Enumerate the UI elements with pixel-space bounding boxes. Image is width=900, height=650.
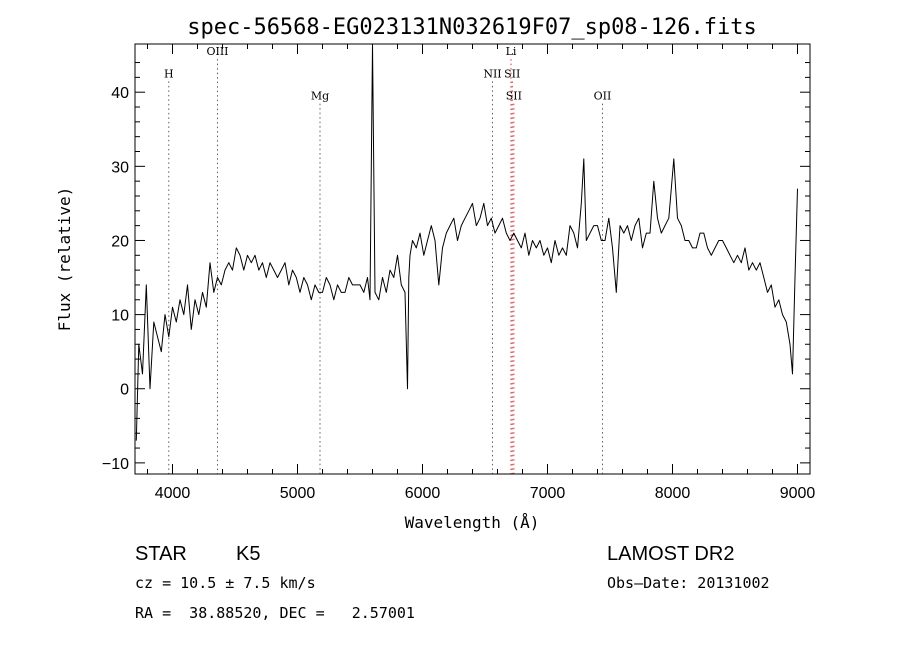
plot-frame <box>134 43 811 475</box>
x-tick-label-3: 7000 <box>530 485 566 502</box>
x-tick-label-1: 5000 <box>280 485 316 502</box>
line-label-0: H <box>164 67 174 80</box>
subclass-label: K5 <box>236 543 260 565</box>
y-tick-label-4: 30 <box>111 159 129 176</box>
y-axis-label: Flux (relative) <box>55 187 74 332</box>
line-label-2: Mg <box>311 90 329 103</box>
cz-label: cz = 10.5 ± 7.5 km/s <box>135 574 316 592</box>
y-tick-label-0: −10 <box>102 456 129 473</box>
line-label-3: Li <box>506 45 517 58</box>
line-label-6: SII <box>506 90 522 103</box>
line-label-1: OIII <box>206 45 228 58</box>
obs-date-label: Obs–Date: 20131002 <box>607 574 770 592</box>
x-tick-label-2: 6000 <box>405 485 441 502</box>
class-label: STAR <box>135 543 187 565</box>
axis-ticks: 4000 5000 6000 7000 8000 9000 −10 0 10 20 30 40 <box>102 44 816 502</box>
x-tick-label-0: 4000 <box>155 485 191 502</box>
y-tick-label-3: 20 <box>111 233 129 250</box>
chart-title: spec-56568-EG023131N032619F07_sp08-126.f… <box>187 15 757 40</box>
y-tick-label-1: 0 <box>120 382 129 399</box>
y-tick-label-2: 10 <box>111 308 129 325</box>
x-tick-label-4: 8000 <box>655 485 691 502</box>
y-tick-label-5: 40 <box>111 85 129 102</box>
survey-label: LAMOST DR2 <box>607 543 734 565</box>
line-label-7: OII <box>594 90 612 103</box>
radec-label: RA = 38.88520, DEC = 2.57001 <box>135 604 415 622</box>
line-label-4: NII <box>483 67 501 80</box>
line-label-5: SII <box>504 67 520 80</box>
spectrum-series-line <box>135 43 798 441</box>
x-axis-label: Wavelength (Å) <box>405 513 540 532</box>
x-tick-label-5: 9000 <box>780 485 816 502</box>
